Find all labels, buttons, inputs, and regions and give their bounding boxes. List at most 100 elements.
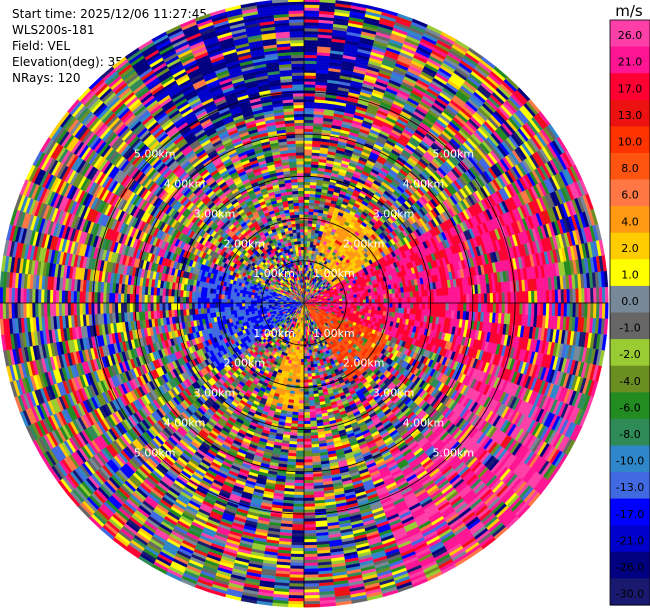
range-gate xyxy=(308,214,313,217)
range-gate xyxy=(304,49,317,52)
range-gate xyxy=(558,303,561,316)
range-gate xyxy=(475,303,478,312)
range-gate xyxy=(309,203,314,206)
range-gate xyxy=(333,300,336,302)
range-gate xyxy=(308,226,312,229)
range-gate xyxy=(304,241,307,244)
range-gate xyxy=(511,303,514,314)
range-gate xyxy=(304,4,320,7)
range-gate xyxy=(519,292,522,303)
range-gate xyxy=(308,232,312,235)
range-gate xyxy=(449,303,452,311)
range-gate xyxy=(457,295,460,303)
range-gate xyxy=(304,146,312,149)
range-gate xyxy=(354,306,357,309)
range-gate xyxy=(466,294,469,303)
range-gate xyxy=(304,167,311,170)
range-gate xyxy=(304,170,311,173)
range-gate xyxy=(304,67,316,70)
range-gate xyxy=(425,297,428,304)
range-gate xyxy=(392,308,395,313)
range-gate xyxy=(366,303,369,306)
range-gate xyxy=(593,303,596,318)
range-gate xyxy=(304,194,310,197)
range-gate xyxy=(511,292,514,303)
range-gate xyxy=(304,220,308,223)
range-gate xyxy=(525,291,528,303)
range-gate xyxy=(431,303,434,310)
range-gate xyxy=(546,290,549,303)
range-gate xyxy=(304,203,309,206)
range-gate xyxy=(522,303,525,315)
range-gate xyxy=(377,307,380,311)
range-gate xyxy=(570,289,573,303)
range-gate xyxy=(304,13,319,16)
range-gate xyxy=(304,123,313,126)
range-gate xyxy=(304,75,316,78)
range-gate xyxy=(437,296,440,303)
range-gate xyxy=(413,297,416,303)
range-gate xyxy=(419,297,422,303)
range-gate xyxy=(555,290,558,303)
range-gate xyxy=(478,303,481,312)
range-gate xyxy=(534,291,537,303)
range-gate xyxy=(499,303,502,313)
range-gate xyxy=(528,291,531,303)
range-gate xyxy=(381,303,384,307)
range-gate xyxy=(304,105,314,108)
start-time-label: Start time: 2025/12/06 11:27:45 xyxy=(12,7,207,21)
range-gate xyxy=(446,303,449,311)
range-gate xyxy=(519,303,522,314)
range-gate xyxy=(372,307,375,311)
range-gate xyxy=(508,292,511,303)
range-gate xyxy=(422,303,425,309)
range-gate xyxy=(561,303,564,317)
range-gate xyxy=(478,294,481,303)
range-gate xyxy=(505,292,508,303)
range-gate xyxy=(304,129,313,132)
range-gate xyxy=(304,149,312,152)
range-gate xyxy=(490,303,493,313)
range-gate xyxy=(502,292,505,303)
range-gate xyxy=(304,191,310,194)
range-gate xyxy=(407,303,410,309)
range-gate xyxy=(354,303,357,306)
range-gate xyxy=(357,300,360,303)
range-gate xyxy=(416,303,419,309)
range-gate xyxy=(398,298,401,303)
range-gate xyxy=(546,303,549,316)
range-gate xyxy=(304,232,308,235)
range-gate xyxy=(304,205,309,208)
range-gate xyxy=(576,289,579,303)
range-gate xyxy=(558,290,561,303)
range-gate xyxy=(605,287,608,303)
range-gate xyxy=(564,289,567,303)
range-gate xyxy=(360,306,363,309)
range-gate xyxy=(416,297,419,303)
range-gate xyxy=(517,292,520,303)
range-gate xyxy=(351,305,354,308)
range-gate xyxy=(307,241,310,244)
range-gate xyxy=(304,114,314,117)
range-gate xyxy=(339,299,342,301)
range-gate xyxy=(383,294,386,298)
range-gate xyxy=(304,200,309,203)
range-gate xyxy=(304,7,319,10)
range-gate xyxy=(354,295,357,298)
range-gate xyxy=(393,298,396,303)
range-gate xyxy=(440,296,443,303)
range-gate xyxy=(304,99,315,102)
range-gate xyxy=(304,58,317,61)
range-gate xyxy=(578,303,581,318)
range-gate xyxy=(587,288,590,303)
range-gate xyxy=(369,303,372,307)
range-gate xyxy=(398,293,401,298)
range-gate xyxy=(304,152,312,155)
range-gate xyxy=(395,308,398,313)
range-gate xyxy=(431,296,434,303)
range-gate xyxy=(552,290,555,303)
range-gate xyxy=(359,294,362,297)
range-gate xyxy=(304,87,315,90)
range-gate xyxy=(307,247,310,250)
range-gate xyxy=(304,37,318,40)
